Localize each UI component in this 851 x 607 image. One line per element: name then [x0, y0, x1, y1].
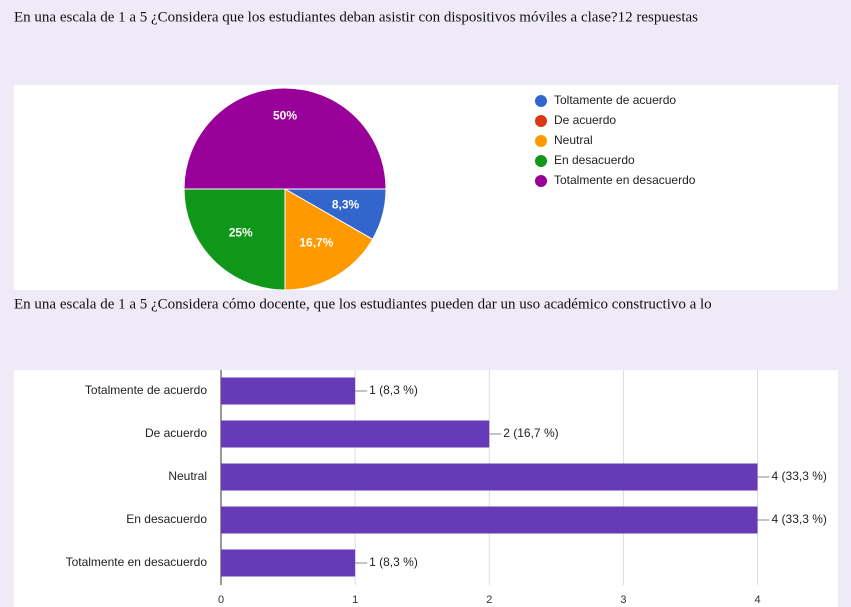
- bar: [221, 420, 490, 448]
- bar-label: 1 (8,3 %): [369, 555, 418, 569]
- bar-label: 4 (33,3 %): [772, 469, 827, 483]
- legend-marker: [535, 95, 547, 107]
- legend-label: Toltamente de acuerdo: [554, 93, 676, 107]
- y-tick-label: Neutral: [168, 469, 207, 483]
- y-tick-label: Totalmente de acuerdo: [85, 383, 207, 397]
- legend-label: De acuerdo: [554, 113, 616, 127]
- pie-panel: [14, 85, 838, 290]
- chart-title: En una escala de 1 a 5 ¿Considera cómo d…: [14, 296, 712, 312]
- chart-title: En una escala de 1 a 5 ¿Considera que lo…: [14, 9, 698, 25]
- legend-marker: [535, 135, 547, 147]
- x-tick-label: 1: [352, 594, 358, 606]
- legend-label: Neutral: [554, 133, 593, 147]
- slice-label: 50%: [273, 108, 297, 122]
- bar-label: 1 (8,3 %): [369, 383, 418, 397]
- legend-marker: [535, 115, 547, 127]
- pie-slice: [284, 188, 374, 291]
- bar: [221, 377, 356, 405]
- y-tick-label: Totalmente en desacuerdo: [66, 555, 208, 569]
- bar: [221, 506, 758, 534]
- pie-slice: [183, 87, 387, 190]
- x-tick-label: 2: [486, 594, 492, 606]
- bar: [221, 463, 758, 491]
- legend-marker: [535, 175, 547, 187]
- x-tick-label: 0: [218, 594, 224, 606]
- x-tick-label: 4: [754, 594, 760, 606]
- slice-label: 16,7%: [299, 235, 333, 249]
- legend-label: Totalmente en desacuerdo: [554, 173, 696, 187]
- bar: [221, 549, 356, 577]
- pie-slice: [183, 188, 286, 291]
- legend-label: En desacuerdo: [554, 153, 635, 167]
- x-tick-label: 3: [620, 594, 626, 606]
- slice-label: 25%: [229, 225, 253, 239]
- y-tick-label: En desacuerdo: [126, 512, 207, 526]
- slice-label: 8,3%: [332, 197, 360, 211]
- y-tick-label: De acuerdo: [145, 426, 207, 440]
- legend-marker: [535, 155, 547, 167]
- bar-label: 2 (16,7 %): [503, 426, 558, 440]
- bar-label: 4 (33,3 %): [772, 512, 827, 526]
